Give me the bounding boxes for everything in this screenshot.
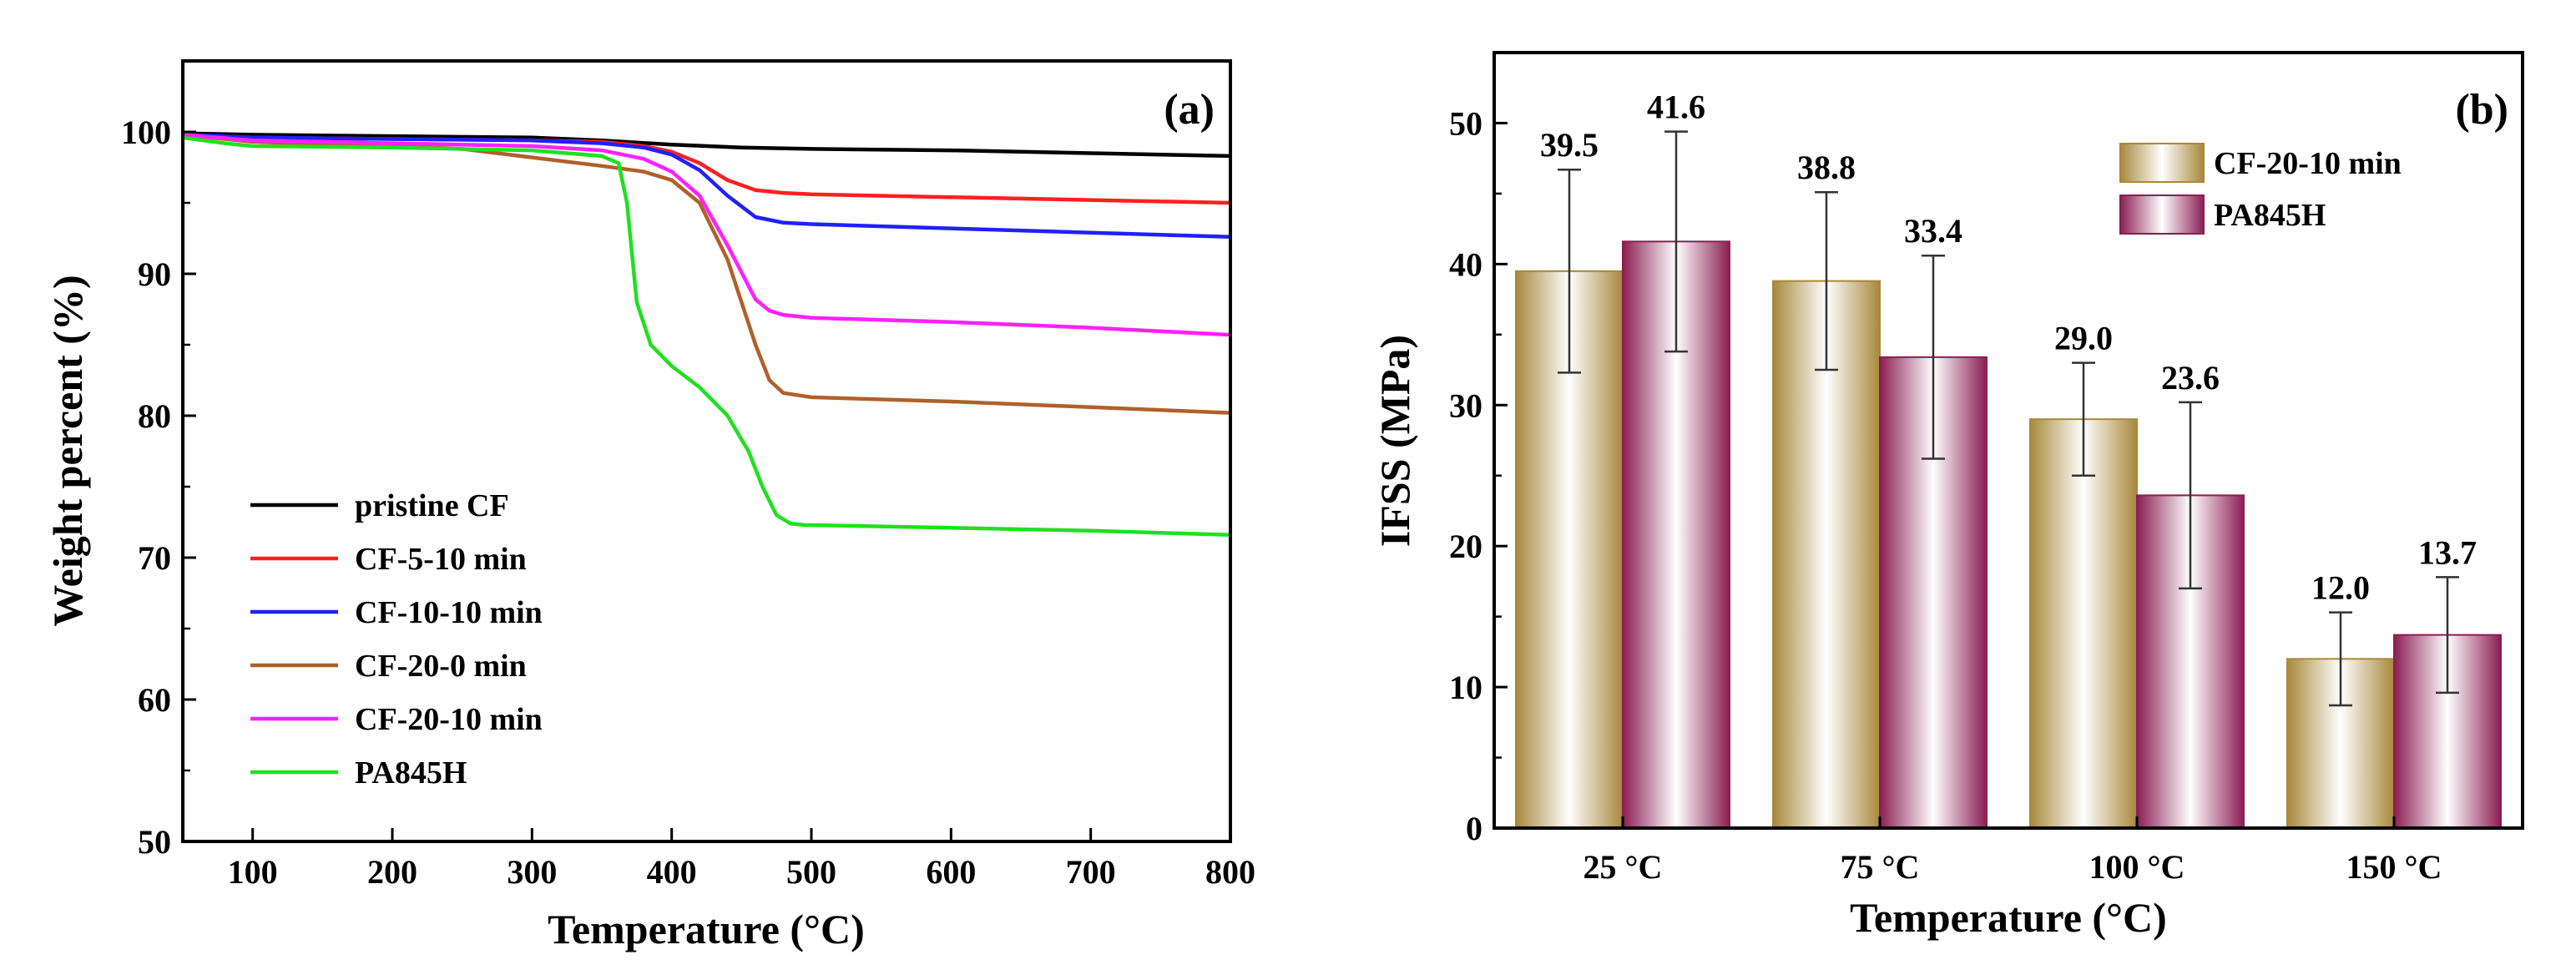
plot-frame-b: [1493, 51, 2524, 830]
series-line-4: [183, 133, 1230, 337]
data-label-1-1: 33.4: [1904, 212, 1962, 250]
ifss-bars: 39.5 41.6 38.8 33.4 29.0 23.6 12.0 13.7: [1515, 88, 2502, 830]
x-axis-ticks-b: 25 °C 75 °C 100 °C 150 °C: [1583, 816, 2442, 886]
data-label-0-0: 39.5: [1540, 126, 1599, 164]
x-tick-label: 600: [926, 853, 976, 891]
y-tick-label: 60: [138, 681, 171, 719]
bar-0-2: [2029, 418, 2138, 829]
x-tick-label: 75 °C: [1841, 848, 1920, 886]
legend-label-4: CF-20-10 min: [355, 702, 543, 737]
legend-label-0: CF-20-10 min: [2214, 146, 2402, 181]
bar-0-1: [1772, 280, 1881, 829]
legend-label-1: CF-5-10 min: [355, 542, 527, 577]
y-tick-label: 50: [1449, 104, 1482, 142]
series-line-0: [183, 131, 1230, 159]
series-line-5: [183, 135, 1230, 538]
data-label-0-3: 12.0: [2311, 569, 2370, 607]
x-tick-label: 100: [228, 853, 278, 891]
y-tick-label: 90: [138, 255, 171, 293]
tga-series-lines: [183, 131, 1230, 538]
panel-label-a: (a): [1164, 86, 1215, 134]
y-tick-label: 80: [138, 397, 171, 435]
y-tick-label: 20: [1449, 528, 1482, 565]
legend-label-0: pristine CF: [355, 488, 509, 523]
y-tick-label: 40: [1449, 245, 1482, 283]
x-axis-ticks-a: 100 200 300 400 500 600 700 800: [228, 828, 1255, 891]
plot-frame-a: [181, 59, 1232, 843]
y-axis-title-a: Weight percent (%): [44, 275, 91, 626]
legend-swatch-1: [2119, 194, 2205, 235]
data-label-1-2: 23.6: [2161, 359, 2220, 397]
legend-label-2: CF-10-10 min: [355, 595, 543, 630]
ifss-bar-chart: 39.5 41.6 38.8 33.4 29.0 23.6 12.0 13.7 25 °C 75…: [1371, 51, 2524, 941]
y-axis-ticks-b: 0 10 20 30 40 50: [1449, 104, 1508, 847]
tga-line-chart: 100 200 300 400 500 600 700 800 50 60 70 80 90 100 (…: [44, 59, 1255, 952]
x-axis-title-b: Temperature (°C): [1850, 894, 2167, 941]
data-label-1-0: 41.6: [1647, 88, 1705, 126]
x-tick-label: 150 °C: [2346, 848, 2442, 886]
y-tick-label: 10: [1449, 669, 1482, 706]
y-axis-title-b: IFSS (MPa): [1371, 335, 1418, 547]
y-axis-ticks-a: 50 60 70 80 90 100: [121, 114, 196, 861]
x-tick-label: 700: [1066, 853, 1116, 891]
x-tick-label: 100 °C: [2089, 848, 2185, 886]
series-line-2: [183, 133, 1230, 240]
x-tick-label: 800: [1205, 853, 1255, 891]
x-tick-label: 400: [647, 853, 697, 891]
legend-label-1: PA845H: [2214, 198, 2326, 233]
legend-swatch-0: [2119, 143, 2205, 183]
legend-b: CF-20-10 min PA845H: [2119, 143, 2402, 235]
y-tick-label: 50: [138, 823, 171, 861]
panel-label-b: (b): [2455, 86, 2508, 134]
x-tick-label: 300: [507, 853, 557, 891]
x-tick-label: 200: [367, 853, 417, 891]
y-tick-label: 30: [1449, 386, 1482, 424]
data-label-1-3: 13.7: [2418, 533, 2477, 571]
legend-label-5: PA845H: [355, 755, 467, 791]
data-label-0-2: 29.0: [2054, 320, 2113, 357]
y-tick-label: 70: [138, 539, 171, 577]
legend-a: pristine CF CF-5-10 min CF-10-10 min CF-20-…: [250, 488, 543, 791]
x-tick-label: 500: [786, 853, 836, 891]
y-tick-label: 100: [121, 114, 171, 151]
y-tick-label: 0: [1466, 810, 1482, 847]
legend-label-3: CF-20-0 min: [355, 649, 527, 684]
x-axis-title-a: Temperature (°C): [548, 906, 865, 952]
x-tick-label: 25 °C: [1583, 848, 1663, 886]
data-label-0-1: 38.8: [1797, 149, 1856, 186]
